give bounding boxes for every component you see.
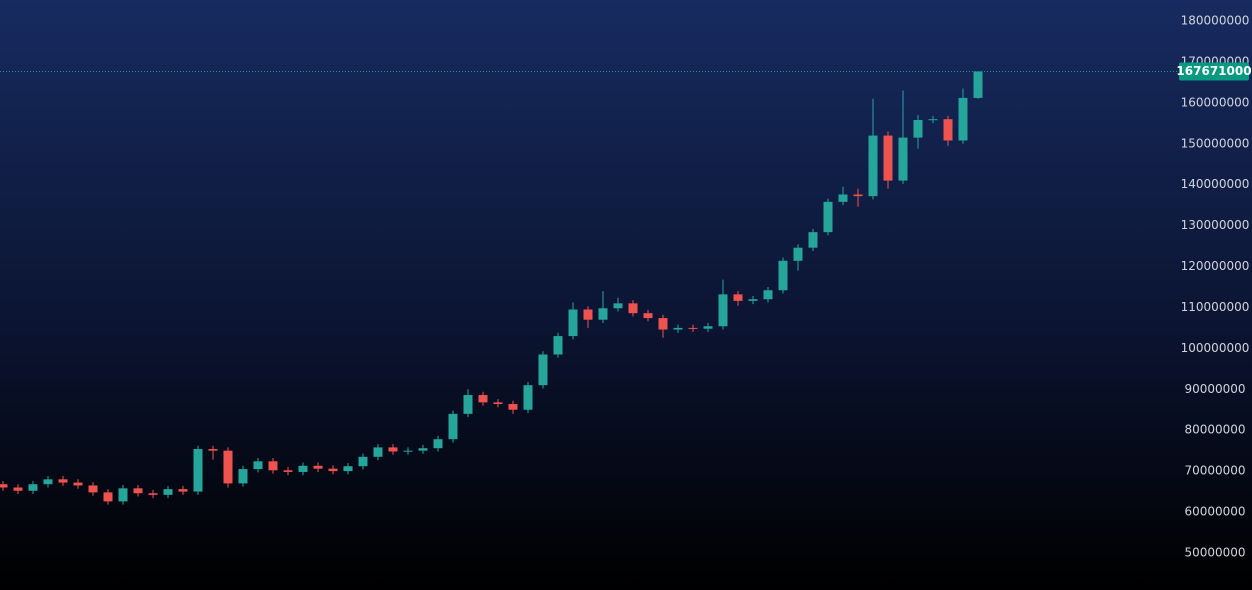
candle-body (448, 413, 458, 440)
y-tick-label: 90000000 (1184, 382, 1245, 396)
candle-body (43, 479, 53, 485)
candle-body (973, 71, 983, 98)
candle-body (253, 461, 263, 470)
last-price-badge (1179, 62, 1249, 81)
candle-body (163, 489, 173, 495)
y-tick-label: 70000000 (1184, 464, 1245, 478)
candle-body (838, 194, 848, 202)
y-tick-label: 180000000 (1181, 13, 1250, 27)
y-tick-label: 110000000 (1181, 300, 1250, 314)
y-tick-label: 150000000 (1181, 136, 1250, 150)
candle-body (418, 448, 428, 451)
candle-body (718, 294, 728, 327)
candle-body (553, 336, 563, 355)
candle-body (568, 309, 578, 337)
candle-body (643, 313, 653, 319)
candle-body (823, 201, 833, 233)
candle-body (343, 466, 353, 472)
candle-body (148, 493, 158, 495)
candle-body (238, 469, 248, 484)
candle-body (913, 120, 923, 138)
y-tick-label: 100000000 (1181, 341, 1250, 355)
candle-body (628, 303, 638, 314)
candle-body (778, 260, 788, 291)
candle-body (868, 135, 878, 197)
candle-body (328, 468, 338, 472)
y-tick-label: 120000000 (1181, 259, 1250, 273)
candle-body (673, 327, 683, 330)
candle-body (958, 97, 968, 141)
candle-body (748, 299, 758, 301)
candle-body (853, 194, 863, 197)
candle-body (118, 488, 128, 502)
candle-body (283, 470, 293, 472)
candle-body (88, 485, 98, 493)
y-tick-label: 60000000 (1184, 505, 1245, 519)
candle-body (403, 450, 413, 452)
candle-body (223, 450, 233, 484)
candle-body (898, 137, 908, 181)
candle-body (523, 385, 533, 410)
candle-body (388, 447, 398, 452)
candle-body (598, 308, 608, 320)
candle-body (508, 404, 518, 410)
candle-body (313, 465, 323, 469)
candle-body (538, 354, 548, 386)
y-tick-label: 80000000 (1184, 423, 1245, 437)
candle-body (208, 449, 218, 451)
candle-body (433, 439, 443, 449)
candle-body (463, 395, 473, 414)
candle-body (373, 447, 383, 457)
candle-body (478, 395, 488, 403)
candle-body (793, 247, 803, 261)
y-tick-label: 140000000 (1181, 177, 1250, 191)
candle-body (28, 484, 38, 491)
candle-body (193, 449, 203, 492)
candle-body (688, 327, 698, 329)
candle-body (493, 402, 503, 405)
candle-body (0, 484, 8, 488)
candle-body (298, 465, 308, 472)
y-tick-label: 160000000 (1181, 95, 1250, 109)
candle-body (808, 232, 818, 248)
last-price-label: 167671000 (1176, 64, 1251, 78)
candle-body (583, 309, 593, 320)
candle-body (13, 487, 23, 491)
candle-body (73, 482, 83, 486)
candle-body (763, 290, 773, 300)
candle-body (133, 488, 143, 494)
candle-body (658, 318, 668, 330)
candle-body (178, 489, 188, 492)
candle-body (103, 492, 113, 502)
candle-body (928, 119, 938, 121)
candle-body (358, 456, 368, 467)
candle-body (703, 326, 713, 329)
candle-body (733, 294, 743, 301)
candle-body (883, 135, 893, 181)
y-tick-label: 130000000 (1181, 218, 1250, 232)
candle-body (58, 479, 68, 483)
candle-body (613, 303, 623, 309)
candle-body (943, 119, 953, 141)
y-tick-label: 50000000 (1184, 545, 1245, 559)
candle-body (268, 461, 278, 471)
